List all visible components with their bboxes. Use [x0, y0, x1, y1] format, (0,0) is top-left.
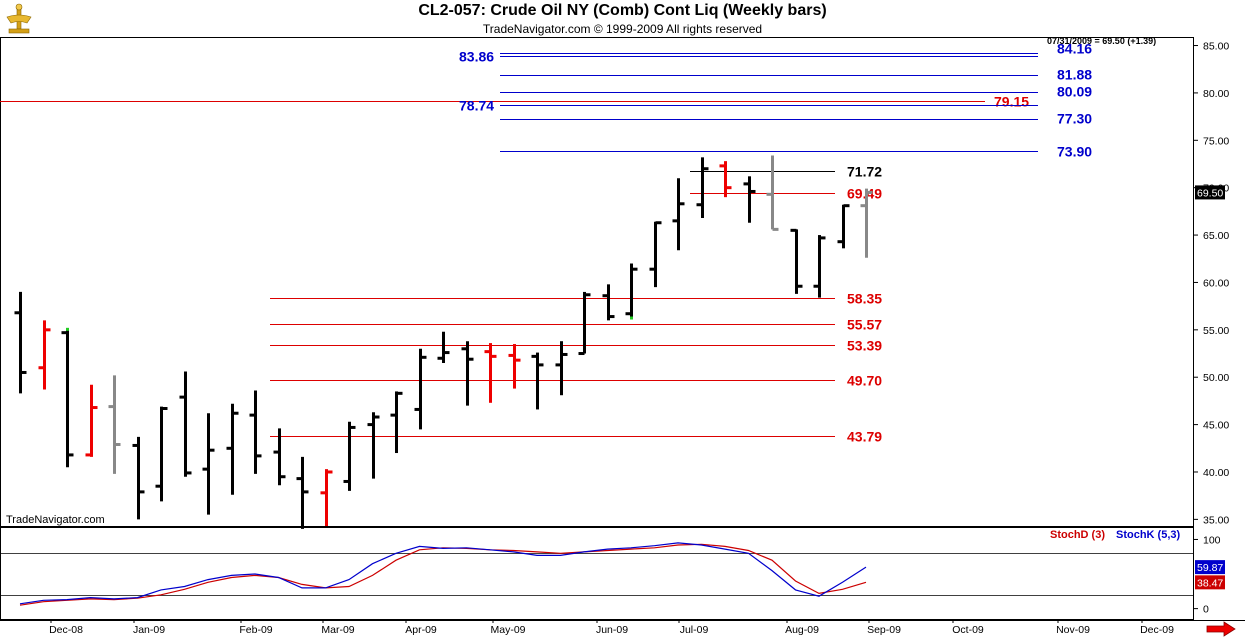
time-axis-label: May-09 [490, 624, 525, 636]
stoch-value-box [1195, 560, 1225, 575]
price-axis-label: 65.00 [1203, 230, 1229, 242]
time-axis-label: Feb-09 [239, 624, 272, 636]
price-bar [602, 284, 615, 321]
price-bar [320, 469, 333, 526]
time-axis-label: Oct-09 [952, 624, 984, 636]
level-label: 53.39 [847, 338, 882, 354]
price-axis-label: 60.00 [1203, 277, 1229, 289]
price-bar [132, 436, 145, 520]
level-label: 69.49 [847, 186, 882, 202]
price-bar [484, 343, 497, 403]
price-bar [202, 413, 215, 515]
price-bar [155, 406, 168, 502]
price-bar [790, 228, 803, 294]
last-quote: 07/31/2009 = 69.50 (+1.39) [1047, 36, 1157, 46]
time-axis-label: Dec-08 [49, 624, 83, 636]
signal-dot [66, 327, 69, 331]
level-label: 81.88 [1057, 67, 1092, 83]
price-axis-label: 80.00 [1203, 88, 1229, 100]
price-bar [696, 157, 709, 219]
price-bar [461, 341, 474, 406]
time-axis-label: Sep-09 [867, 624, 901, 636]
price-axis-label: 40.00 [1203, 467, 1229, 479]
price-bar [437, 331, 450, 363]
time-axis-label: Mar-09 [321, 624, 354, 636]
price-pane-frame [0, 37, 1194, 527]
price-bar [719, 161, 732, 198]
price-bar [226, 403, 239, 495]
price-bar [14, 291, 27, 394]
price-bar [531, 352, 544, 410]
price-bar [38, 320, 51, 390]
price-bar [179, 371, 192, 477]
price-bar [390, 391, 403, 454]
level-label: 79.15 [994, 94, 1029, 110]
price-bar [367, 412, 380, 479]
time-axis-label: Jun-09 [596, 624, 628, 636]
price-bar [85, 384, 98, 457]
time-axis-label: Dec-09 [1140, 624, 1174, 636]
price-axis-label: 45.00 [1203, 420, 1229, 432]
price-bar [508, 344, 521, 389]
level-label: 49.70 [847, 373, 882, 389]
price-bar [625, 263, 638, 320]
price-bar [273, 428, 286, 486]
price-bar [743, 176, 756, 223]
stoch-value-label: 59.87 [1197, 562, 1223, 574]
level-label: 77.30 [1057, 111, 1092, 127]
price-bar [61, 327, 74, 468]
price-axis-label: 35.00 [1203, 514, 1229, 526]
price-axis-label: 55.00 [1203, 325, 1229, 337]
watermark: TradeNavigator.com [6, 514, 105, 526]
level-label: 80.09 [1057, 84, 1092, 100]
chart-title: CL2-057: Crude Oil NY (Comb) Cont Liq (W… [418, 2, 827, 19]
level-label: 83.86 [459, 49, 494, 65]
stochk-legend[interactable]: StochK (5,3) [1116, 529, 1181, 541]
price-bar [249, 390, 262, 474]
price-bar [813, 235, 826, 298]
price-bar [837, 204, 850, 249]
price-axis-label: 75.00 [1203, 135, 1229, 147]
price-bar [343, 421, 356, 491]
price-axis-label: 85.00 [1203, 41, 1229, 53]
level-label: 71.72 [847, 164, 882, 180]
time-axis-label: Aug-09 [785, 624, 819, 636]
level-label: 58.35 [847, 291, 882, 307]
stoch-axis-label: 0 [1203, 604, 1209, 616]
stoch-pane-frame [0, 527, 1194, 620]
price-bar [414, 348, 427, 430]
price-axis-label: 50.00 [1203, 372, 1229, 384]
last-price-box [1195, 185, 1225, 200]
copyright-text: TradeNavigator.com © 1999-2009 All right… [482, 22, 763, 36]
stochk-line [19, 542, 867, 605]
price-bar [555, 341, 568, 396]
level-label: 84.16 [1057, 41, 1092, 57]
price-bar [108, 375, 121, 474]
signal-dot [630, 316, 633, 320]
price-bar [672, 178, 685, 251]
price-bar [860, 188, 873, 258]
stoch-value-box [1195, 575, 1225, 590]
price-bar [766, 155, 779, 231]
level-label: 73.90 [1057, 144, 1092, 160]
trade-navigator-logo-icon [6, 3, 32, 34]
price-bar [649, 221, 662, 288]
time-axis-label: Nov-09 [1056, 624, 1090, 636]
scroll-right-arrow-icon[interactable] [1206, 621, 1236, 637]
level-label: 55.57 [847, 317, 882, 333]
level-label: 43.79 [847, 429, 882, 445]
stoch-axis-label: 100 [1203, 534, 1221, 546]
time-axis-label: Jan-09 [133, 624, 165, 636]
stochd-legend[interactable]: StochD (3) [1050, 529, 1105, 541]
price-bar [296, 456, 309, 529]
price-bar [578, 291, 591, 356]
time-axis-label: Jul-09 [680, 624, 709, 636]
stoch-value-label: 38.47 [1197, 577, 1223, 589]
time-axis-label: Apr-09 [405, 624, 437, 636]
last-price-label: 69.50 [1197, 187, 1223, 199]
level-label: 78.74 [459, 98, 494, 114]
